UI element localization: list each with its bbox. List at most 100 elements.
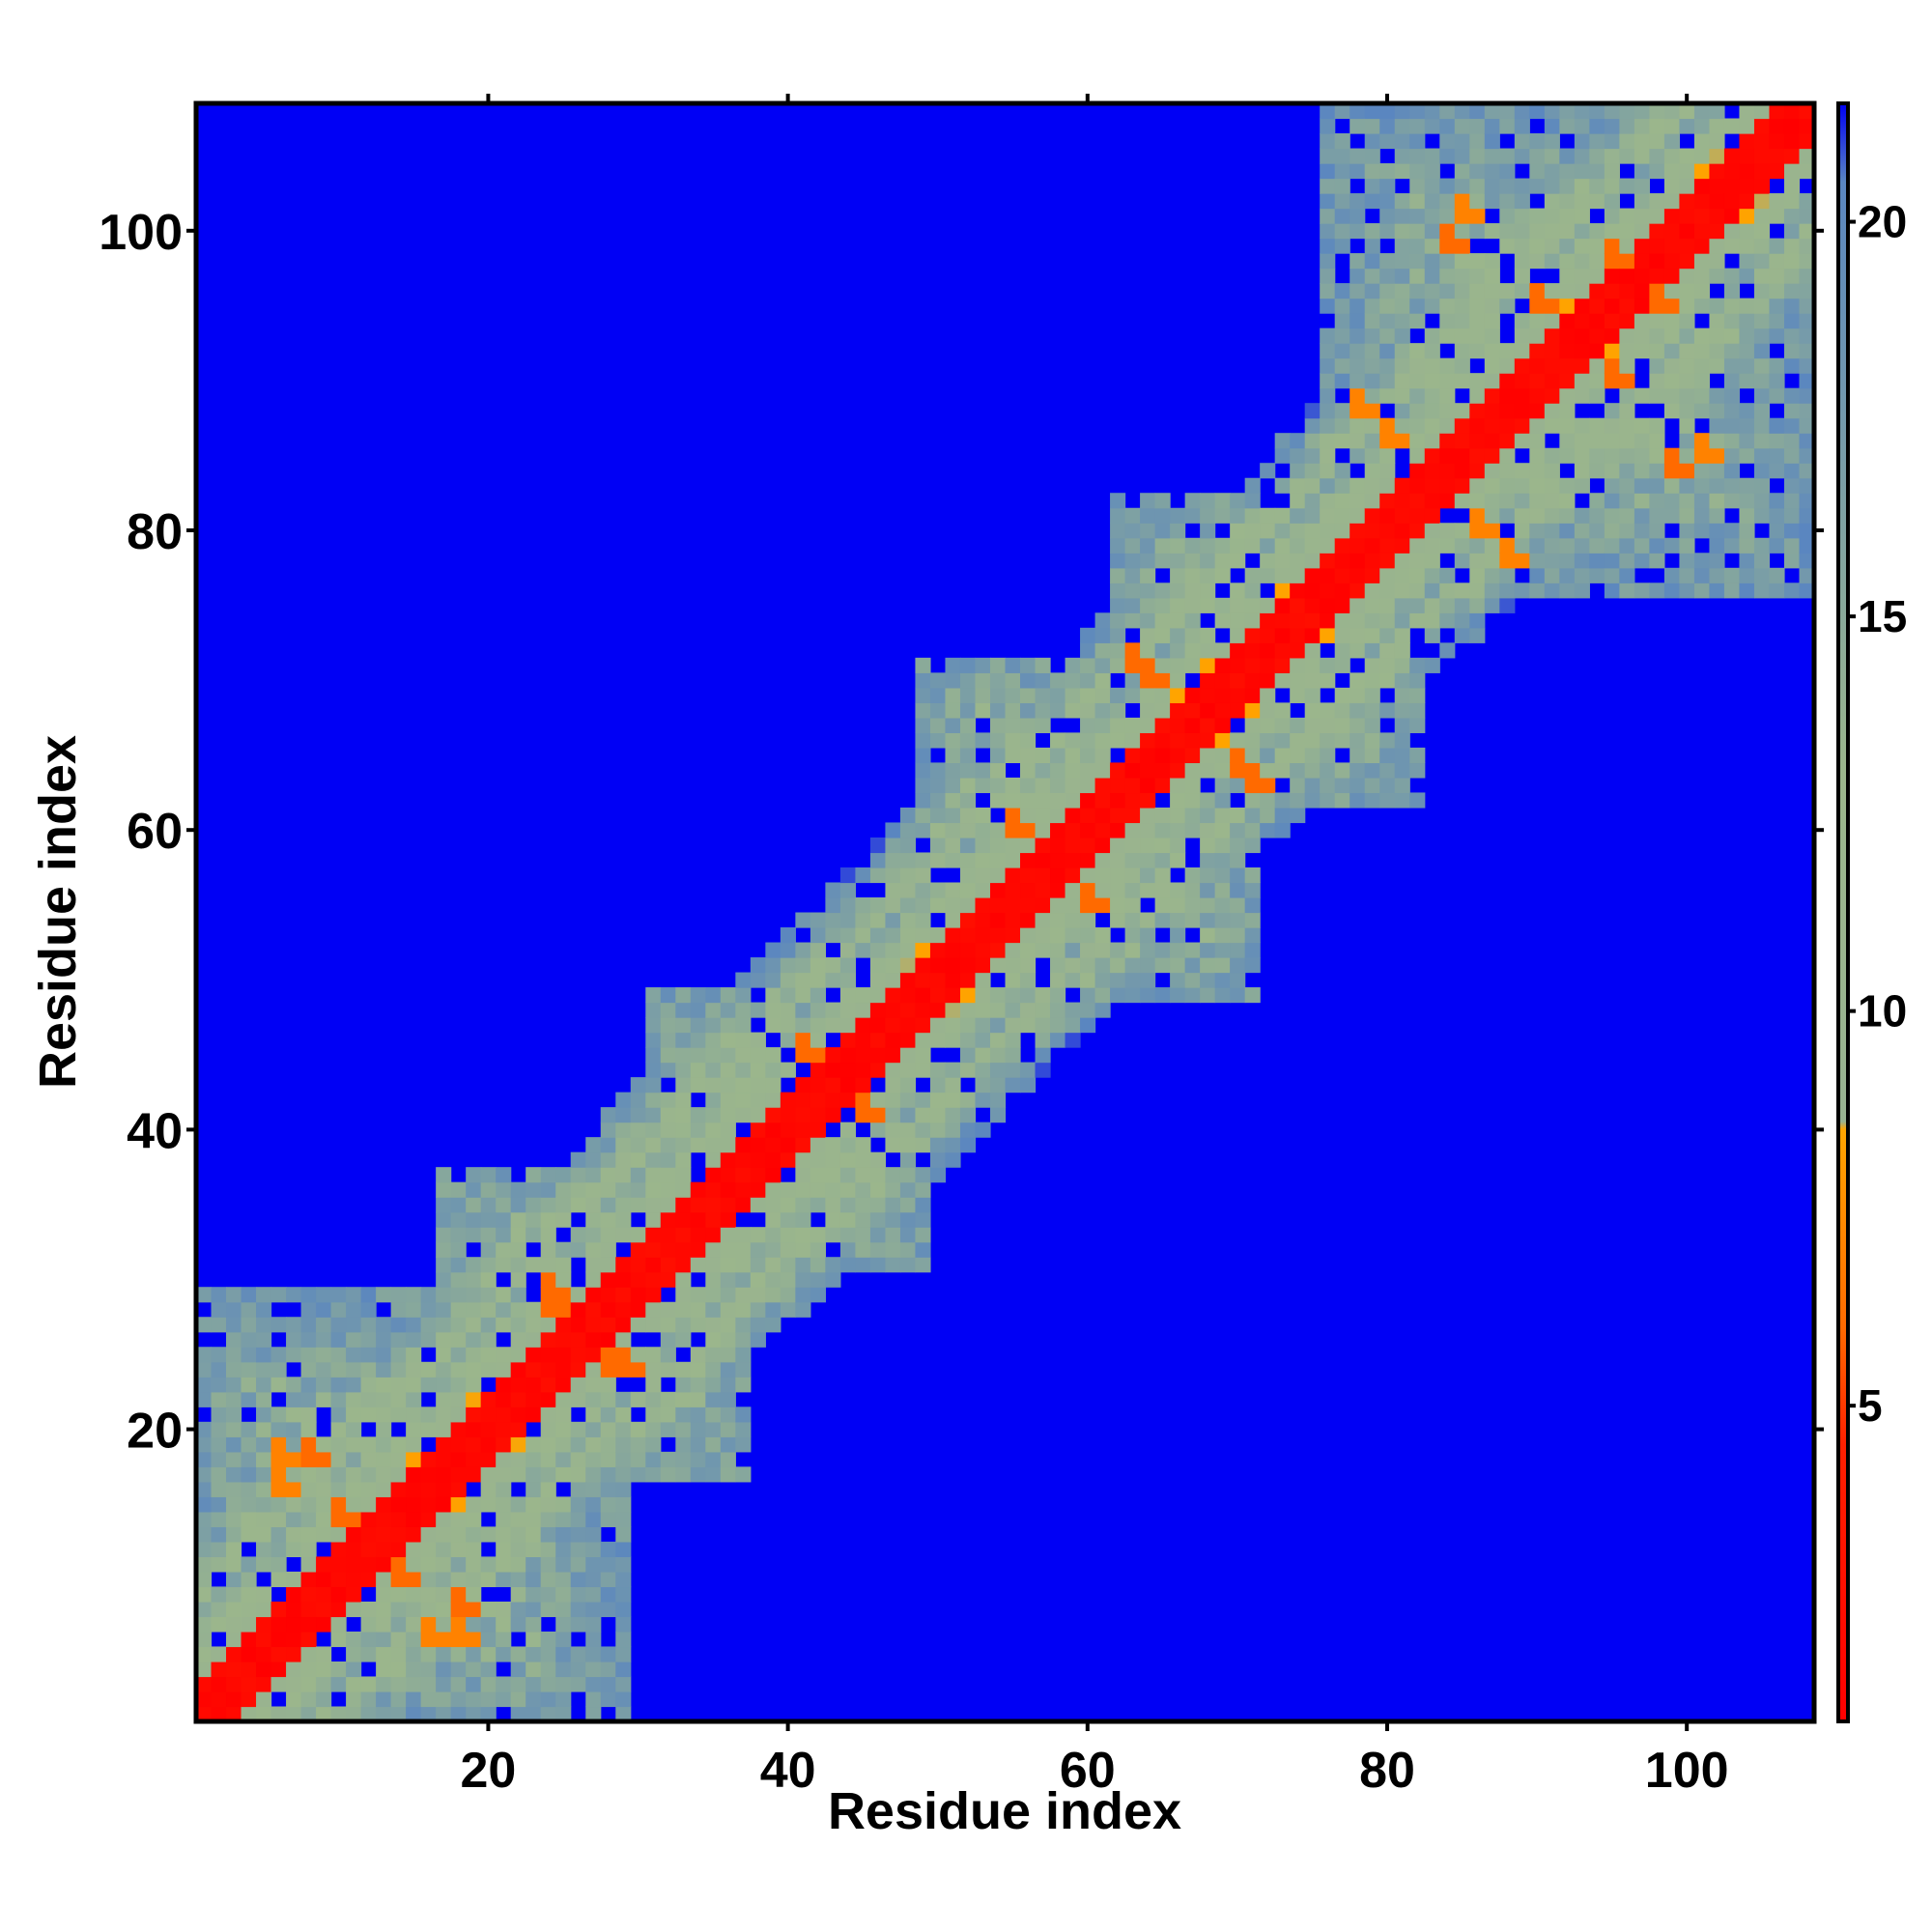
heatmap-cell: [705, 1211, 722, 1228]
heatmap-cell: [450, 1301, 467, 1318]
heatmap-cell: [1304, 732, 1321, 749]
heatmap-cell: [675, 1271, 692, 1288]
heatmap-cell: [286, 1616, 302, 1633]
heatmap-cell: [1693, 208, 1711, 224]
heatmap-cell: [466, 1361, 482, 1378]
heatmap-cell: [839, 942, 857, 958]
heatmap-cell: [929, 1137, 947, 1153]
heatmap-cell: [839, 896, 857, 914]
heatmap-cell: [376, 1451, 392, 1467]
heatmap-cell: [1304, 567, 1321, 583]
heatmap-cell: [765, 1257, 781, 1273]
heatmap-cell: [226, 1287, 242, 1303]
heatmap-cell: [1274, 523, 1291, 539]
heatmap-cell: [899, 1032, 917, 1048]
heatmap-cell: [450, 1690, 467, 1708]
heatmap-cell: [376, 1631, 392, 1648]
heatmap-cell: [211, 1421, 227, 1437]
heatmap-cell: [1350, 223, 1366, 240]
heatmap-cell: [795, 1092, 811, 1108]
heatmap-cell: [1439, 477, 1456, 494]
heatmap-cell: [466, 1257, 482, 1273]
heatmap-cell: [885, 1062, 901, 1078]
heatmap-cell: [795, 1047, 811, 1064]
heatmap-cell: [256, 1646, 272, 1662]
heatmap-cell: [975, 777, 991, 794]
heatmap-cell: [989, 1092, 1007, 1108]
heatmap-cell: [615, 1107, 632, 1123]
heatmap-cell: [196, 1676, 213, 1692]
heatmap-cell: [496, 1181, 512, 1198]
heatmap-cell: [570, 1526, 586, 1543]
heatmap-cell: [1649, 313, 1665, 329]
heatmap-cell: [989, 927, 1007, 944]
heatmap-cell: [1544, 148, 1560, 164]
heatmap-cell: [645, 1436, 662, 1453]
heatmap-cell: [1499, 103, 1516, 120]
heatmap-cell: [1634, 327, 1650, 344]
heatmap-cell: [466, 1466, 482, 1483]
heatmap-cell: [211, 1646, 227, 1662]
heatmap-cell: [1170, 567, 1186, 583]
heatmap-cell: [1723, 313, 1741, 329]
heatmap-cell: [690, 1391, 706, 1407]
heatmap-cell: [1769, 582, 1785, 599]
heatmap-cell: [1649, 298, 1665, 314]
heatmap-cell: [1304, 447, 1321, 464]
heatmap-cell: [570, 1436, 586, 1453]
heatmap-cell: [1454, 313, 1470, 329]
heatmap-cell: [1484, 417, 1500, 434]
heatmap-cell: [241, 1526, 257, 1543]
heatmap-cell: [899, 912, 917, 928]
heatmap-cell: [885, 882, 901, 898]
heatmap-cell: [1723, 268, 1741, 284]
heatmap-cell: [705, 1107, 722, 1123]
heatmap-cell: [510, 1690, 526, 1708]
heatmap-cell: [989, 717, 1007, 733]
heatmap-cell: [1529, 433, 1546, 449]
heatmap-cell: [316, 1706, 332, 1722]
heatmap-cell: [256, 1301, 272, 1318]
heatmap-cell: [1679, 357, 1695, 374]
heatmap-cell: [1379, 477, 1396, 494]
heatmap-cell: [810, 1017, 826, 1034]
heatmap-cell: [1124, 612, 1141, 629]
heatmap-cell: [1589, 253, 1605, 270]
heatmap-cell: [241, 1676, 257, 1692]
heatmap-cell: [1514, 133, 1530, 150]
heatmap-cell: [1364, 447, 1380, 464]
heatmap-cell: [376, 1287, 392, 1303]
heatmap-cell: [555, 1601, 572, 1618]
heatmap-cell: [899, 1062, 917, 1078]
heatmap-cell: [1379, 387, 1396, 404]
heatmap-cell: [330, 1511, 347, 1527]
heatmap-cell: [540, 1181, 556, 1198]
heatmap-cell: [720, 1421, 736, 1437]
heatmap-cell: [1693, 433, 1711, 449]
heatmap-cell: [750, 972, 766, 988]
heatmap-cell: [1350, 148, 1366, 164]
heatmap-cell: [1409, 612, 1426, 629]
heatmap-cell: [1634, 133, 1650, 150]
heatmap-cell: [1709, 133, 1725, 150]
heatmap-cell: [1154, 553, 1171, 569]
heatmap-cell: [1663, 268, 1681, 284]
heatmap-cell: [1244, 567, 1261, 583]
heatmap-cell: [241, 1421, 257, 1437]
heatmap-cell: [496, 1347, 512, 1363]
heatmap-cell: [1514, 387, 1530, 404]
heatmap-cell: [959, 807, 977, 824]
heatmap-cell: [1379, 792, 1396, 809]
heatmap-cell: [330, 1631, 347, 1648]
heatmap-cell: [555, 1181, 572, 1198]
heatmap-cell: [510, 1556, 526, 1573]
heatmap-cell: [705, 1122, 722, 1138]
heatmap-cell: [959, 912, 977, 928]
heatmap-cell: [989, 1047, 1007, 1064]
heatmap-cell: [989, 852, 1007, 868]
heatmap-cell: [675, 1466, 692, 1483]
heatmap-cell: [1184, 972, 1201, 988]
heatmap-cell: [750, 1241, 766, 1258]
heatmap-cell: [1769, 103, 1785, 120]
heatmap-cell: [660, 1301, 676, 1318]
